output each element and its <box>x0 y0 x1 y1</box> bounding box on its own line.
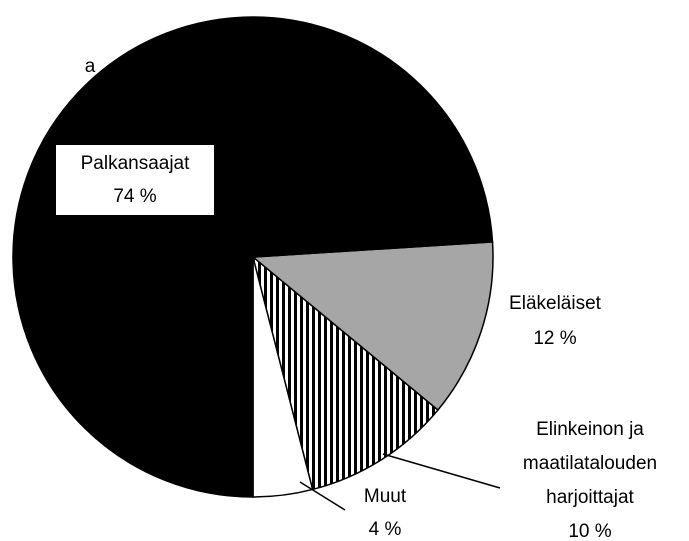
pie-slice <box>12 16 494 498</box>
value-label: 4 % <box>368 519 402 540</box>
value-label: 12 % <box>533 328 577 349</box>
category-label: Eläkeläiset <box>509 293 601 314</box>
category-label: Palkansaajat <box>80 153 190 174</box>
annotation: a <box>84 56 96 77</box>
value-label: 10 % <box>568 521 612 541</box>
value-label: 74 % <box>113 186 157 207</box>
pie-slice <box>251 254 439 491</box>
leader-line <box>382 453 501 489</box>
category-label: Muut <box>363 486 407 507</box>
label-box <box>56 145 214 215</box>
leader-line <box>299 481 346 511</box>
pie-slice <box>251 241 494 412</box>
category-label: Elinkeinon ja maatilatalouden harjoittaj… <box>522 419 658 508</box>
